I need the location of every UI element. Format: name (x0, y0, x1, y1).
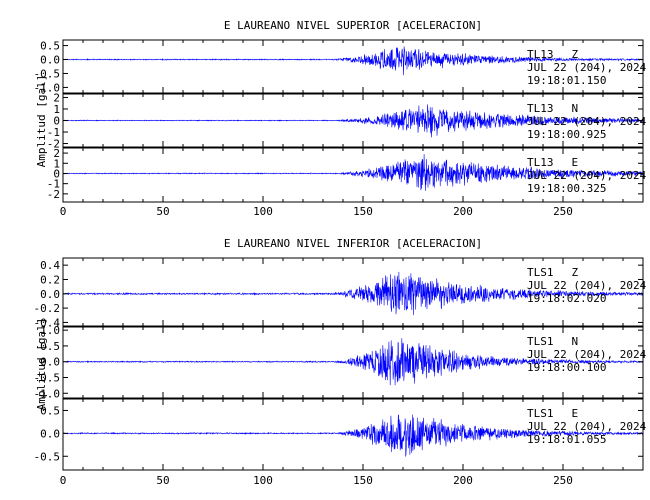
y-axis-label: Amplitud [gal] (35, 75, 48, 168)
y-tick-label: -1 (47, 126, 60, 139)
y-tick-label: 0.0 (40, 356, 60, 369)
record-date: JUL 22 (204), 2024 (527, 279, 647, 292)
y-tick-label: -0.5 (34, 450, 61, 463)
panel-frame (62, 39, 644, 94)
chart-nivel-inferior: E LAUREANO NIVEL INFERIOR [ACELERACION] A… (34, 237, 647, 487)
chart-title: E LAUREANO NIVEL INFERIOR [ACELERACION] (224, 237, 482, 250)
component-name: N (572, 102, 579, 115)
x-tick-label: 150 (353, 474, 373, 487)
y-tick-label: 0.5 (40, 340, 60, 353)
station-name: TL13 (527, 48, 554, 61)
x-tick-label: 0 (60, 205, 67, 218)
record-date: JUL 22 (204), 2024 (527, 348, 647, 361)
panel-frame (62, 398, 644, 471)
waveform-trace (62, 271, 644, 316)
panel-frame (62, 326, 644, 399)
station-component-label: TLS1 E (527, 407, 578, 420)
y-tick-label: -1.0 (34, 81, 61, 94)
x-tick-label: 200 (453, 474, 473, 487)
record-date: JUL 22 (204), 2024 (527, 169, 647, 182)
y-tick-label: 0.5 (40, 40, 60, 53)
record-time: 19:18:00.925 (527, 128, 606, 141)
waveform-trace (62, 414, 644, 457)
station-name: TL13 (527, 102, 554, 115)
component-name: Z (572, 48, 579, 61)
x-tick-label: 150 (353, 205, 373, 218)
record-date: JUL 22 (204), 2024 (527, 61, 647, 74)
record-time: 19:18:01.055 (527, 433, 606, 446)
y-tick-label: 0.2 (40, 273, 60, 286)
record-time: 19:18:01.150 (527, 74, 606, 87)
station-component-label: TL13 E (527, 156, 578, 169)
y-tick-label: -0.5 (34, 67, 61, 80)
x-tick-label: 200 (453, 205, 473, 218)
station-name: TL13 (527, 156, 554, 169)
y-tick-label: 0.5 (40, 404, 60, 417)
y-tick-label: 2 (53, 147, 60, 160)
component-name: E (572, 407, 579, 420)
y-tick-label: -0.2 (34, 302, 61, 315)
waveform-trace (62, 46, 644, 76)
y-tick-label: 0.4 (40, 259, 60, 272)
chart-nivel-superior: E LAUREANO NIVEL SUPERIOR [ACELERACION] A… (34, 19, 647, 218)
record-time: 19:18:00.100 (527, 361, 606, 374)
x-tick-label: 50 (156, 205, 169, 218)
y-tick-label: -2 (47, 138, 60, 151)
x-tick-label: 0 (60, 474, 67, 487)
x-tick-label: 100 (253, 205, 273, 218)
x-tick-label: 50 (156, 474, 169, 487)
station-component-label: TLS1 Z (527, 266, 579, 279)
y-tick-label: 0.0 (40, 54, 60, 67)
x-tick-label: 250 (553, 205, 573, 218)
y-tick-label: -0.5 (34, 371, 61, 384)
waveform-trace (62, 338, 644, 386)
y-tick-label: 2 (53, 91, 60, 104)
record-time: 19:18:02.020 (527, 292, 606, 305)
panel-frame (62, 147, 644, 203)
record-date: JUL 22 (204), 2024 (527, 420, 647, 433)
y-axis-label: Amplitud [gal] (35, 318, 48, 411)
panel-frame (62, 257, 644, 327)
y-tick-label: 0.0 (40, 427, 60, 440)
y-tick-label: 1 (53, 157, 60, 170)
x-tick-label: 250 (553, 474, 573, 487)
x-tick-label: 100 (253, 474, 273, 487)
y-tick-label: 0.0 (40, 288, 60, 301)
station-component-label: TLS1 N (527, 335, 578, 348)
station-component-label: TL13 N (527, 102, 578, 115)
station-name: TLS1 (527, 407, 554, 420)
station-component-label: TL13 Z (527, 48, 579, 61)
station-name: TLS1 (527, 335, 554, 348)
y-tick-label: 0 (53, 115, 60, 128)
waveform-trace (62, 154, 644, 191)
y-tick-label: -2 (47, 188, 60, 201)
chart-title: E LAUREANO NIVEL SUPERIOR [ACELERACION] (224, 19, 482, 32)
y-tick-label: 1.0 (40, 324, 60, 337)
y-tick-label: -0.4 (34, 316, 61, 329)
record-time: 19:18:00.325 (527, 182, 606, 195)
component-name: E (572, 156, 579, 169)
y-tick-label: 1 (53, 103, 60, 116)
record-date: JUL 22 (204), 2024 (527, 115, 647, 128)
component-name: Z (572, 266, 579, 279)
waveform-trace (62, 104, 644, 138)
station-name: TLS1 (527, 266, 554, 279)
component-name: N (572, 335, 579, 348)
y-tick-label: -1 (47, 178, 60, 191)
y-tick-label: -1.0 (34, 387, 61, 400)
y-tick-label: 0 (53, 167, 60, 180)
